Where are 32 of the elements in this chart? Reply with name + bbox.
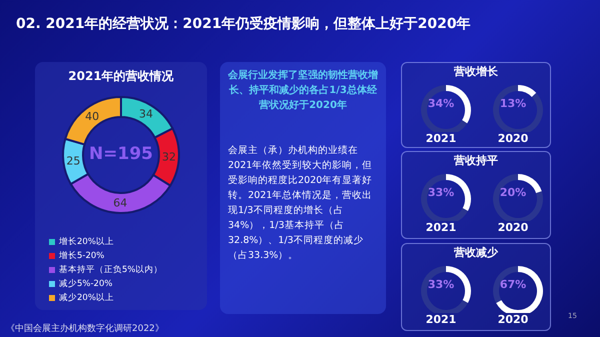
data-label: 64 (113, 196, 128, 210)
text: 2020 (496, 132, 530, 145)
chart-title: 营收减少 (453, 245, 499, 260)
text: 34% (426, 97, 456, 110)
data-label: 34 (138, 108, 153, 121)
text: 会展行业发挥了坚强的韧性营收增长、持平和减少的各占1/3总体经营状况好于2020年 (228, 68, 378, 113)
donut-slice (518, 85, 536, 97)
text: 《中国会展主办机构数字化调研2022》 (6, 322, 164, 335)
text: 20% (498, 186, 528, 199)
text: N=195 (89, 144, 153, 164)
text: 会展主（承）办机构的业绩在2021年依然受到较大的影响，但受影响的程度比2020年有显著好转。2021年总体情况是，营收出现1/3不同程度的增长（占34%），1/3基本持平（占32.8%）、1/3不同程度的减少（占33.3%）。 (228, 144, 374, 263)
text: 02. 2021年的经营状况：2021年仍受疫情影响，但整体上好于2020年 (16, 15, 471, 33)
text: 2021 (424, 132, 458, 145)
text: 13% (498, 97, 528, 110)
text: 33% (426, 186, 456, 199)
text: 2020 (496, 221, 530, 234)
chart-title: 营收持平 (453, 153, 499, 168)
legend-label: 减少20%以上 (58, 292, 115, 305)
text: 2020 (496, 313, 530, 326)
data-label: 25 (66, 154, 80, 168)
text: 33% (426, 278, 456, 291)
data-label: 32 (162, 150, 176, 164)
text: 67% (498, 278, 528, 291)
text: 2021 (424, 313, 458, 326)
legend-label: 增长5-20% (58, 250, 106, 263)
chart-title: 营收增长 (453, 64, 499, 79)
legend-label: 基本持平（正负5%以内） (58, 264, 162, 277)
legend-label: 减少5%-20% (58, 278, 114, 291)
text: 2021 (424, 221, 458, 234)
chart-title: 2021年的营收情况 (67, 68, 175, 85)
data-label: 40 (85, 110, 100, 124)
legend-label: 增长20%以上 (58, 236, 115, 249)
